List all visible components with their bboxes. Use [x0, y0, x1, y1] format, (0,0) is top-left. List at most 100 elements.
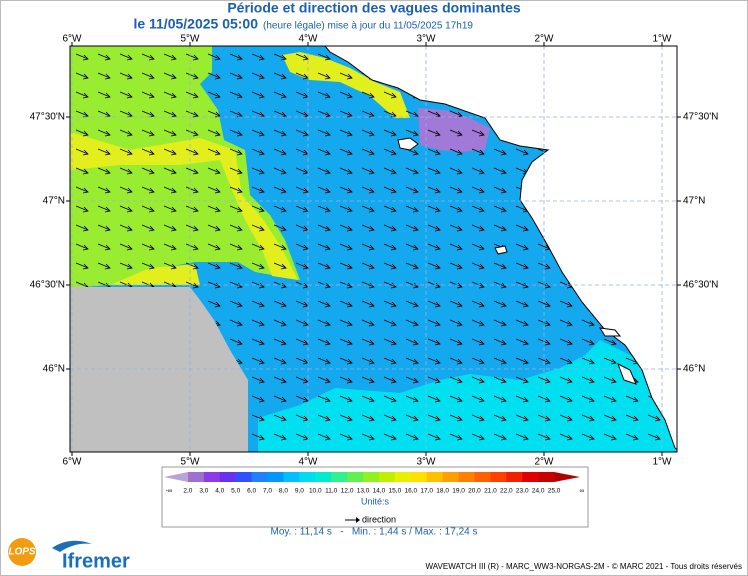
colorbar-swatch: [426, 472, 443, 482]
colorbar-label: 10,0: [309, 488, 322, 495]
colorbar-label: 9,0: [295, 488, 304, 495]
lat-label-left: 46°N: [43, 364, 65, 375]
colorbar-label: ∞: [580, 488, 585, 495]
colorbar-swatch: [235, 472, 252, 482]
colorbar-swatch: [219, 472, 236, 482]
colorbar-swatch: [299, 472, 316, 482]
lat-label-right: 46°30'N: [683, 280, 718, 291]
colorbar-label: 21,0: [484, 488, 497, 495]
colorbar-label: 22,0: [500, 488, 513, 495]
colorbar-label: 5,0: [231, 488, 240, 495]
title: Période et direction des vagues dominant…: [227, 0, 521, 16]
colorbar-swatch: [347, 472, 364, 482]
colorbar-swatch: [506, 472, 523, 482]
island: [494, 245, 508, 255]
colorbar-swatch: [522, 472, 539, 482]
lat-label-right: 47°30'N: [683, 112, 718, 123]
stats: Moy. : 11,14 s - Min. : 1,44 s / Max. : …: [271, 527, 478, 538]
logo-ifremer-text: Ifremer: [62, 550, 130, 572]
zone-yellow-west: [110, 264, 200, 285]
colorbar-swatch: [187, 472, 205, 482]
island: [599, 327, 622, 337]
lat-label-right: 47°N: [683, 196, 705, 207]
logo-ifremer-mark: [52, 540, 92, 552]
lat-label-left: 47°30'N: [30, 112, 65, 123]
lon-label-bottom: 4°W: [299, 457, 319, 468]
lon-label-bottom: 3°W: [417, 457, 437, 468]
colorbar-label: 25,0: [548, 488, 561, 495]
zone-green: [70, 46, 300, 288]
colorbar-label: 11,0: [325, 488, 338, 495]
colorbar-end: [164, 472, 188, 482]
legend-unit: Unité:s: [361, 496, 390, 506]
colorbar-label: 18,0: [436, 488, 449, 495]
colorbar-label: 20,0: [468, 488, 481, 495]
lon-label-top: 4°W: [299, 34, 319, 45]
lat-label-right: 46°N: [683, 364, 705, 375]
colorbar-swatch: [331, 472, 348, 482]
lon-label-bottom: 2°W: [535, 457, 555, 468]
lon-label-bottom: 6°W: [63, 457, 83, 468]
colorbar-end: [554, 472, 580, 482]
colorbar-swatch: [251, 472, 268, 482]
colorbar-swatch: [267, 472, 284, 482]
map: [70, 46, 677, 452]
colorbar-swatch: [394, 472, 412, 482]
colorbar-label: 23,0: [516, 488, 529, 495]
colorbar-swatch: [315, 472, 332, 482]
colorbar-swatch: [538, 472, 555, 482]
logo-ifremer: Ifremer: [52, 540, 130, 572]
land-gray: [70, 287, 248, 452]
colorbar-label: 17,0: [420, 488, 433, 495]
zone-yellow: [70, 132, 298, 280]
colorbar-label: 12,0: [341, 488, 354, 495]
colorbar-swatch: [203, 472, 221, 482]
colorbar-label: 6,0: [247, 488, 256, 495]
lon-label-top: 6°W: [63, 34, 83, 45]
lon-label-bottom: 1°W: [653, 457, 673, 468]
lat-label-left: 47°N: [43, 196, 65, 207]
lon-label-top: 2°W: [535, 34, 555, 45]
colorbar-label: 7,0: [263, 488, 272, 495]
island: [397, 137, 419, 151]
logo-lops-text: LOPS: [8, 547, 36, 558]
colorbar-label: 24,0: [532, 488, 545, 495]
footer: WAVEWATCH III (R) - MARC_WW3-NORGAS-2M -…: [426, 562, 742, 571]
colorbar-swatch: [458, 472, 475, 482]
lon-label-top: 5°W: [181, 34, 201, 45]
colorbar-label: 2,0: [183, 488, 192, 495]
colorbar-swatch: [410, 472, 428, 482]
colorbar-swatch: [490, 472, 507, 482]
colorbar-swatch: [378, 472, 396, 482]
lon-label-top: 1°W: [653, 34, 673, 45]
colorbar-label: -∞: [166, 488, 173, 495]
direction-arrow-head: [356, 517, 360, 523]
lon-label-top: 3°W: [417, 34, 437, 45]
colorbar-label: 8,0: [279, 488, 288, 495]
colorbar: -∞ 2,0 3,0 4,0 5,0 6,0 7,0 8,0 9,0 10,0 11,0 12,0 13…: [164, 472, 585, 495]
colorbar-label: 15,0: [389, 488, 402, 495]
axes: 6°W 6°W 5°W 5°W 4°W 4°W 3°W 3°W 2°W 2°W 1°W 1°W 47°3…: [30, 34, 719, 468]
zone-yellow-north: [282, 52, 410, 118]
lon-label-bottom: 5°W: [181, 457, 201, 468]
zone-cyan: [258, 340, 677, 452]
zone-purple: [418, 108, 490, 152]
graticule: [70, 46, 677, 452]
update-note: (heure légale) mise à jour du 11/05/2025…: [263, 21, 473, 32]
legend-direction: direction: [362, 514, 396, 524]
logo-lops-mark: [8, 538, 36, 566]
lat-label-left: 46°30'N: [30, 280, 65, 291]
colorbar-swatch: [363, 472, 380, 482]
colorbar-label: 4,0: [215, 488, 224, 495]
colorbar-swatch: [442, 472, 459, 482]
colorbar-swatch: [474, 472, 491, 482]
logo-lops: LOPS: [8, 538, 36, 566]
colorbar-label: 14,0: [373, 488, 386, 495]
colorbar-label: 19,0: [452, 488, 465, 495]
colorbar-label: 3,0: [199, 488, 208, 495]
map-frame: [69, 45, 678, 453]
colorbar-swatch: [283, 472, 300, 482]
island: [617, 362, 637, 385]
colorbar-label: 16,0: [404, 488, 417, 495]
